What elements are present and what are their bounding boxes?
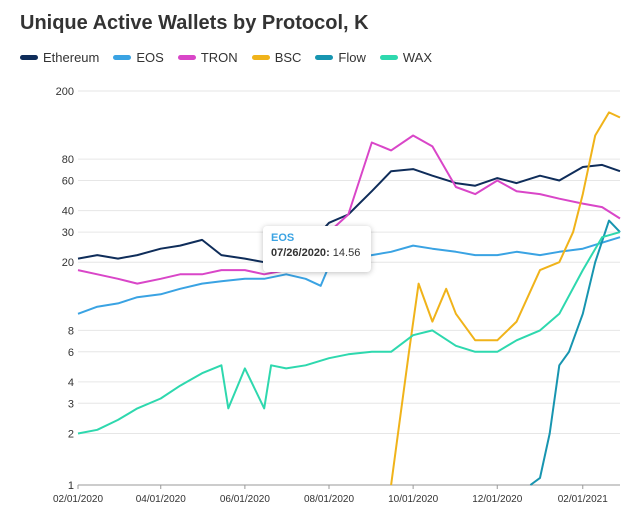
y-tick-label: 30 [62, 227, 74, 239]
legend-label: Ethereum [43, 50, 100, 65]
x-tick-label: 12/01/2020 [472, 494, 522, 505]
tooltip-series: EOS [271, 232, 295, 244]
y-tick-label: 2 [68, 428, 74, 440]
eos-swatch [113, 55, 132, 60]
bsc-swatch [251, 55, 270, 60]
legend-label: TRON [200, 50, 238, 65]
x-tick-label: 08/01/2020 [304, 494, 354, 505]
x-tick-label: 10/01/2020 [388, 494, 438, 505]
series-line-wax [77, 231, 621, 435]
y-tick-label: 4 [68, 377, 74, 389]
y-tick-label: 20 [62, 257, 74, 269]
y-tick-label: 80 [62, 154, 74, 166]
y-tick-label: 60 [62, 176, 74, 188]
tooltip: EOS 07/26/2020: 14.56 [263, 226, 371, 272]
series-line-flow [529, 219, 621, 486]
x-tick-label: 02/01/2020 [53, 494, 103, 505]
legend-item-eos[interactable]: EOS [113, 50, 164, 65]
y-tick-label: 1 [68, 480, 74, 492]
x-tick-label: 02/01/2021 [558, 494, 608, 505]
legend-label: EOS [136, 50, 164, 65]
ethereum-swatch [20, 55, 38, 60]
y-tick-label: 40 [62, 206, 74, 218]
x-tick-label: 06/01/2020 [220, 494, 270, 505]
tooltip-date: 07/26/2020 [271, 247, 327, 259]
series-line-bsc [390, 111, 621, 486]
y-tick-label: 8 [68, 325, 74, 337]
y-tick-label: 200 [56, 86, 74, 98]
y-tick-label: 6 [68, 347, 74, 359]
legend: Ethereum EOS TRON BSC Flow WAX [20, 50, 432, 65]
tron-swatch [177, 55, 196, 60]
flow-swatch [315, 55, 334, 60]
legend-item-wax[interactable]: WAX [379, 50, 433, 65]
y-tick-label: 3 [68, 398, 74, 410]
legend-label: WAX [402, 50, 433, 65]
chart-title: Unique Active Wallets by Protocol, K [20, 12, 369, 34]
wax-swatch [379, 55, 398, 60]
tooltip-value: 14.56 [332, 247, 361, 259]
legend-item-tron[interactable]: TRON [177, 50, 238, 65]
legend-label: BSC [274, 50, 302, 65]
series-line-tron [77, 134, 621, 285]
x-tick-label: 04/01/2020 [136, 494, 186, 505]
legend-label: Flow [338, 50, 366, 65]
legend-item-ethereum[interactable]: Ethereum [20, 50, 99, 65]
legend-item-flow[interactable]: Flow [315, 50, 366, 65]
legend-item-bsc[interactable]: BSC [251, 50, 302, 65]
